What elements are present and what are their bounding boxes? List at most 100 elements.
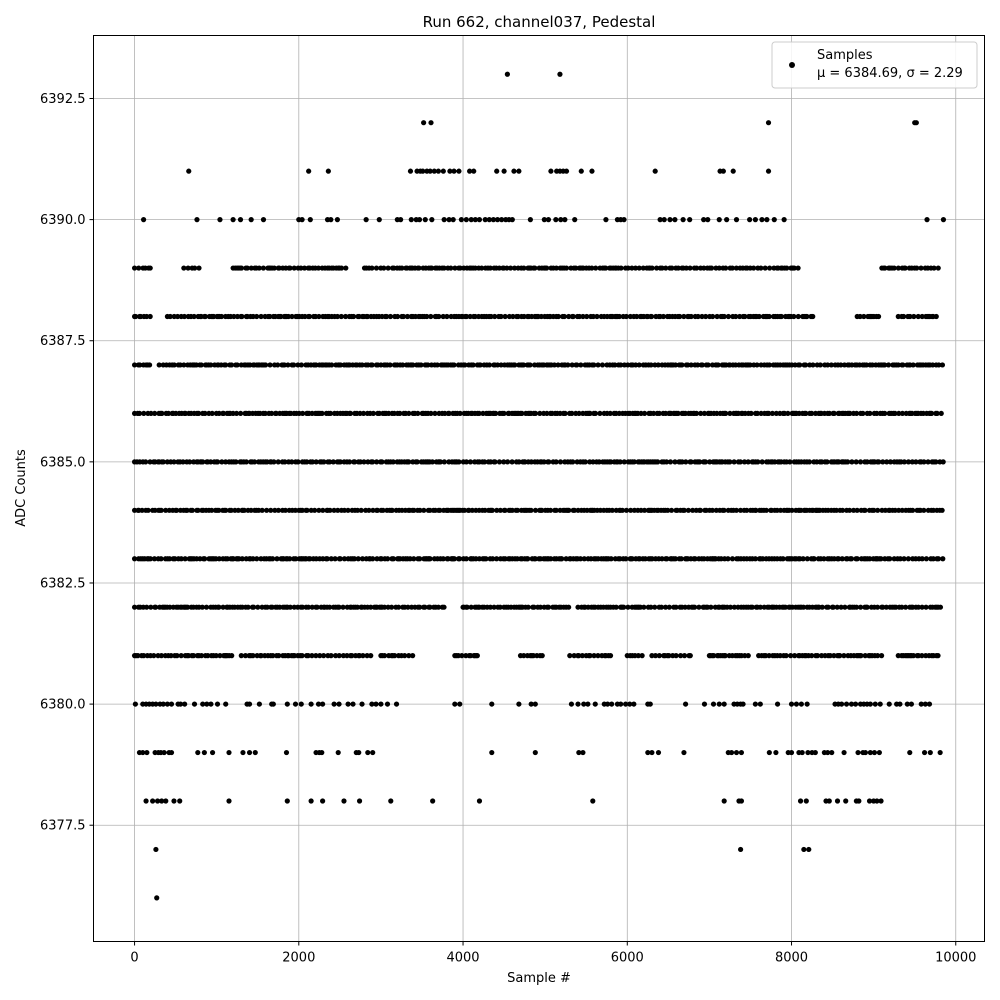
data-point bbox=[496, 459, 503, 465]
data-point bbox=[335, 749, 341, 756]
legend-box bbox=[771, 41, 978, 89]
data-point bbox=[901, 459, 907, 465]
data-point bbox=[895, 265, 901, 271]
data-point bbox=[494, 507, 500, 513]
data-point bbox=[541, 217, 547, 223]
data-point bbox=[621, 459, 627, 465]
data-point bbox=[196, 265, 202, 271]
data-point bbox=[697, 459, 703, 465]
data-point bbox=[248, 217, 254, 223]
y-tick-label: 6382.5 bbox=[40, 576, 86, 591]
data-point bbox=[603, 217, 609, 223]
y-tick-label: 6390.0 bbox=[40, 213, 86, 228]
data-point bbox=[383, 313, 390, 320]
data-point bbox=[260, 217, 267, 223]
data-point bbox=[860, 410, 866, 417]
data-point bbox=[264, 507, 270, 513]
data-point bbox=[882, 362, 888, 368]
data-point bbox=[875, 507, 881, 513]
data-point bbox=[681, 507, 687, 513]
data-point bbox=[930, 556, 936, 562]
data-point bbox=[648, 362, 654, 368]
data-point bbox=[379, 459, 385, 465]
data-point bbox=[178, 653, 184, 659]
data-point bbox=[854, 556, 860, 562]
data-point bbox=[457, 701, 463, 707]
data-point bbox=[733, 217, 740, 223]
data-point bbox=[778, 313, 785, 320]
data-point bbox=[729, 265, 735, 271]
data-point bbox=[198, 653, 205, 659]
data-point bbox=[231, 313, 237, 320]
data-point bbox=[570, 459, 576, 465]
data-point bbox=[856, 798, 862, 804]
data-point bbox=[477, 362, 483, 368]
data-point bbox=[298, 362, 305, 368]
data-point bbox=[548, 168, 554, 174]
data-point bbox=[655, 749, 662, 756]
y-tick-label: 6387.5 bbox=[40, 334, 86, 349]
data-point bbox=[708, 604, 714, 610]
data-point bbox=[652, 653, 659, 659]
data-point bbox=[553, 217, 559, 223]
data-point bbox=[153, 604, 159, 610]
data-point bbox=[464, 604, 470, 610]
data-point bbox=[835, 556, 842, 562]
data-point bbox=[738, 846, 744, 853]
data-point bbox=[679, 459, 685, 465]
data-point bbox=[151, 556, 158, 562]
data-point bbox=[306, 168, 312, 174]
data-point bbox=[915, 604, 922, 610]
data-point bbox=[553, 459, 559, 465]
data-point bbox=[338, 362, 344, 368]
data-point bbox=[592, 701, 598, 707]
data-point bbox=[809, 410, 815, 417]
data-point bbox=[152, 410, 158, 417]
data-point bbox=[532, 749, 538, 756]
data-point bbox=[390, 459, 396, 465]
data-point bbox=[655, 362, 661, 368]
data-point bbox=[566, 507, 572, 513]
data-point bbox=[328, 217, 334, 223]
data-point bbox=[467, 168, 473, 174]
data-point bbox=[642, 556, 648, 562]
data-point bbox=[603, 265, 609, 271]
data-point bbox=[298, 701, 304, 707]
data-point bbox=[609, 507, 615, 513]
data-point bbox=[582, 459, 588, 465]
data-point bbox=[723, 410, 729, 417]
data-point bbox=[415, 410, 421, 417]
data-point bbox=[709, 507, 715, 513]
data-point bbox=[831, 653, 837, 659]
data-point bbox=[737, 459, 743, 465]
data-point bbox=[545, 217, 552, 223]
data-point bbox=[825, 749, 831, 756]
data-point bbox=[254, 313, 260, 320]
data-point bbox=[773, 749, 779, 756]
data-point bbox=[418, 362, 424, 368]
data-point bbox=[858, 604, 864, 610]
data-point bbox=[411, 507, 417, 513]
data-point bbox=[841, 653, 847, 659]
data-point bbox=[369, 362, 375, 368]
data-point bbox=[905, 556, 911, 562]
data-point bbox=[340, 604, 346, 610]
data-point bbox=[417, 507, 423, 513]
data-point bbox=[328, 556, 334, 562]
data-point bbox=[178, 556, 184, 562]
data-point bbox=[336, 653, 342, 659]
data-point bbox=[501, 168, 507, 174]
data-point bbox=[593, 265, 599, 271]
data-point bbox=[658, 604, 665, 610]
data-point bbox=[687, 653, 693, 659]
data-point bbox=[804, 313, 810, 320]
data-point bbox=[819, 604, 825, 610]
data-point bbox=[312, 507, 318, 513]
data-point bbox=[276, 653, 282, 659]
data-point bbox=[226, 798, 232, 804]
data-point bbox=[168, 701, 175, 707]
data-point bbox=[907, 313, 913, 320]
data-point bbox=[404, 313, 411, 320]
data-point bbox=[874, 604, 881, 610]
